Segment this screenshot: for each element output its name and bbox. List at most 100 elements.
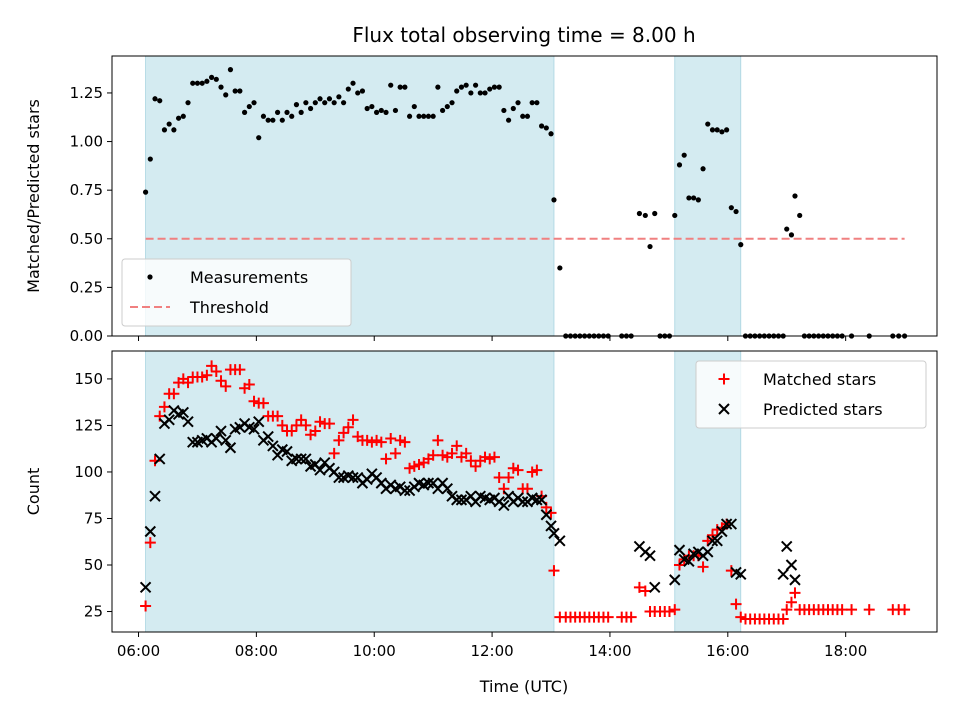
data-point bbox=[792, 193, 798, 199]
data-point bbox=[295, 414, 307, 426]
y-tick-label: 100 bbox=[74, 463, 103, 481]
data-point bbox=[213, 76, 219, 82]
data-point bbox=[557, 265, 563, 271]
data-point bbox=[781, 604, 793, 616]
data-point bbox=[180, 113, 186, 119]
legend-box bbox=[121, 258, 352, 327]
data-point bbox=[472, 82, 479, 88]
data-point bbox=[789, 574, 801, 586]
data-point bbox=[789, 587, 801, 599]
data-point bbox=[210, 432, 223, 445]
panel-top: 0.00 0.25 0.50 0.75 1.00 1.25 Matched/Predicte… bbox=[24, 55, 938, 345]
data-point bbox=[142, 189, 149, 195]
data-point bbox=[350, 80, 356, 86]
data-point bbox=[369, 103, 375, 110]
data-point bbox=[716, 525, 728, 538]
data-point bbox=[293, 102, 300, 108]
data-point bbox=[413, 459, 425, 471]
data-point bbox=[248, 423, 260, 435]
data-point bbox=[215, 425, 227, 437]
data-point bbox=[347, 414, 359, 426]
data-point bbox=[515, 100, 521, 106]
data-point bbox=[232, 88, 238, 94]
data-point bbox=[336, 94, 342, 100]
data-point bbox=[140, 600, 152, 612]
data-point bbox=[345, 86, 351, 92]
data-point bbox=[270, 117, 276, 123]
y-tick-label: 150 bbox=[74, 370, 103, 388]
legend-marker bbox=[147, 274, 153, 280]
data-point bbox=[267, 440, 279, 452]
legend-label: Matched stars bbox=[763, 370, 876, 389]
data-point bbox=[166, 121, 172, 127]
data-point bbox=[340, 100, 347, 106]
data-point bbox=[307, 105, 314, 112]
data-point bbox=[208, 74, 215, 80]
data-point bbox=[493, 472, 505, 484]
data-point bbox=[139, 581, 152, 594]
data-point bbox=[700, 166, 706, 172]
data-point bbox=[402, 84, 408, 90]
panel-bottom: 25 50 75 100 125 150 06:00 08:00 10:00 12:00 14:00… bbox=[24, 350, 938, 660]
data-point bbox=[451, 440, 463, 452]
data-point bbox=[175, 115, 182, 121]
data-point bbox=[441, 483, 454, 495]
data-point bbox=[248, 395, 260, 407]
data-point bbox=[633, 581, 645, 593]
data-point bbox=[728, 205, 734, 211]
data-point bbox=[168, 388, 180, 400]
data-point bbox=[548, 565, 560, 577]
data-point bbox=[836, 604, 848, 616]
data-point bbox=[673, 544, 686, 556]
data-point bbox=[545, 520, 557, 532]
data-point bbox=[711, 535, 723, 547]
data-point bbox=[404, 462, 416, 474]
x-tick-label: 10:00 bbox=[353, 642, 396, 660]
y-tick-label: 1.00 bbox=[70, 133, 103, 151]
data-point bbox=[709, 127, 716, 133]
data-point bbox=[389, 447, 401, 459]
data-point bbox=[639, 585, 651, 597]
data-point bbox=[777, 613, 789, 625]
data-point bbox=[470, 460, 482, 472]
data-point bbox=[274, 109, 281, 115]
data-point bbox=[187, 436, 199, 448]
data-point bbox=[512, 464, 524, 476]
x-tick-label: 18:00 bbox=[824, 642, 867, 660]
data-point bbox=[210, 365, 222, 377]
data-point bbox=[408, 460, 420, 472]
data-point bbox=[529, 100, 535, 106]
y-tick-label: 1.25 bbox=[70, 84, 103, 102]
legend-marker bbox=[718, 403, 730, 415]
y-tick-label: 25 bbox=[84, 603, 103, 621]
data-point bbox=[290, 419, 302, 431]
data-point bbox=[538, 123, 545, 129]
data-point bbox=[309, 425, 321, 437]
data-point bbox=[531, 464, 543, 476]
data-point bbox=[290, 453, 303, 465]
data-point bbox=[361, 434, 373, 446]
data-point bbox=[863, 604, 875, 616]
legend-label: Measurements bbox=[190, 268, 308, 287]
data-point bbox=[220, 380, 232, 392]
series-plus bbox=[140, 360, 911, 625]
data-point bbox=[312, 100, 318, 106]
data-point bbox=[425, 113, 432, 119]
data-point bbox=[260, 113, 267, 119]
data-point bbox=[144, 537, 156, 549]
data-point bbox=[161, 127, 168, 133]
data-point bbox=[314, 416, 326, 428]
data-point bbox=[496, 84, 502, 90]
data-point bbox=[265, 117, 271, 123]
data-point bbox=[331, 100, 337, 106]
data-point bbox=[432, 434, 444, 446]
series-cross bbox=[139, 404, 801, 594]
data-point bbox=[157, 98, 163, 104]
data-point bbox=[455, 494, 468, 506]
data-point bbox=[224, 442, 237, 454]
data-point bbox=[163, 414, 175, 426]
data-point bbox=[705, 121, 711, 127]
data-point bbox=[446, 447, 458, 459]
data-point bbox=[378, 107, 384, 114]
data-point bbox=[899, 604, 911, 616]
